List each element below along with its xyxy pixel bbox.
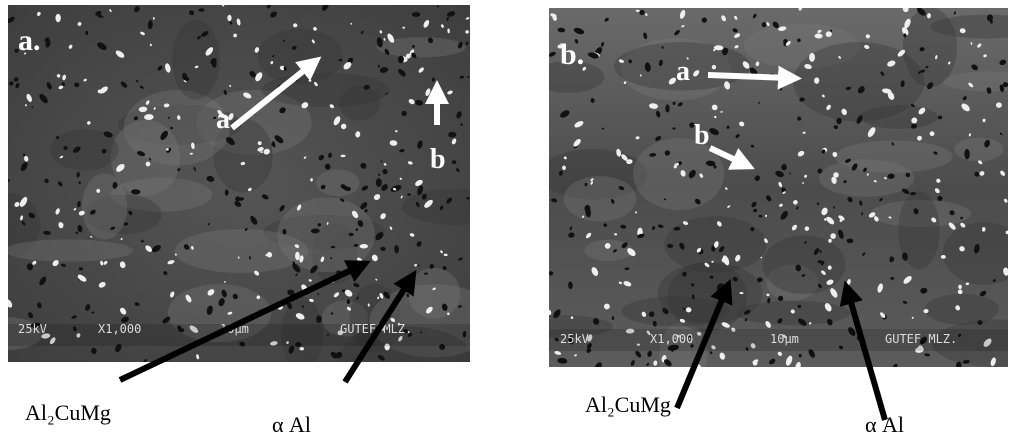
info: GUTEF MLZ. — [885, 332, 957, 346]
phase-label: Al₂CuMg — [25, 400, 111, 425]
texture — [762, 235, 845, 294]
arrow-label: b — [694, 120, 710, 151]
texture — [376, 178, 382, 187]
texture — [82, 173, 127, 239]
texture — [925, 294, 999, 325]
arrow-label: a — [216, 104, 230, 135]
phase-label: α Al — [865, 412, 904, 437]
texture — [4, 239, 133, 261]
info: X1,000 — [650, 332, 693, 346]
info: X1,000 — [98, 322, 141, 336]
texture — [954, 137, 1003, 161]
info: 25kV — [560, 332, 589, 346]
arrow — [708, 75, 790, 78]
texture — [412, 12, 420, 17]
texture — [564, 176, 637, 221]
figure: a. a b 25kV X1,000 10μm GUTEF MLZ. Al₂Cu… — [0, 0, 1016, 437]
texture — [860, 105, 938, 128]
phase-label: α Al — [272, 412, 311, 437]
micrograph-a: a. a b 25kV X1,000 10μm GUTEF MLZ. Al₂Cu… — [0, 1, 510, 437]
texture — [766, 294, 769, 296]
texture — [316, 170, 359, 197]
info: 25kV — [18, 322, 47, 336]
texture — [903, 7, 957, 87]
arrow-label: a — [676, 56, 690, 87]
info: 10μm — [770, 332, 799, 346]
texture — [174, 229, 308, 273]
texture — [55, 14, 60, 22]
texture — [198, 8, 204, 11]
arrow-label: b — [430, 144, 446, 175]
phase-label: Al₂CuMg — [585, 392, 671, 417]
micrograph-b: b. a b 25kV X1,000 10μm GUTEF MLZ. Al₂Cu… — [508, 5, 1016, 437]
panel-label: a. — [18, 24, 41, 57]
panel-label: b. — [560, 38, 584, 71]
texture — [982, 227, 985, 232]
